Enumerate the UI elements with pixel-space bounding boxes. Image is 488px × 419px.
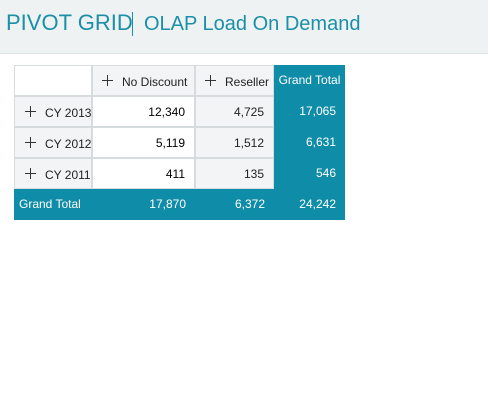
plus-icon[interactable]: [102, 75, 113, 87]
row-total-cell: 546: [274, 158, 345, 189]
column-header-reseller[interactable]: Reseller: [195, 65, 274, 96]
plus-icon[interactable]: [25, 137, 36, 149]
grand-total-cell: 24,242: [274, 189, 345, 220]
grand-total-cell: 17,870: [92, 189, 195, 220]
plus-icon[interactable]: [25, 168, 36, 180]
app-title: PIVOT GRID: [6, 10, 133, 35]
table-cell: 1,512: [195, 127, 274, 158]
title-separator: [132, 12, 133, 36]
grand-total-cell: 6,372: [195, 189, 274, 220]
row-header-label: CY 2011: [45, 167, 91, 182]
pivot-grid: No Discount Reseller Grand Total CY 2013…: [14, 65, 345, 221]
row-total-cell: 6,631: [274, 127, 345, 158]
plus-icon[interactable]: [205, 75, 216, 87]
row-header-label: CY 2012: [45, 136, 92, 151]
column-header-no-discount[interactable]: No Discount: [92, 65, 195, 96]
table-cell: 4,725: [195, 96, 274, 127]
row-header-cy-2013[interactable]: CY 2013: [14, 96, 92, 127]
row-header-cy-2012[interactable]: CY 2012: [14, 127, 92, 158]
plus-icon[interactable]: [25, 106, 36, 118]
column-header-label: Reseller: [225, 74, 270, 89]
table-cell: 5,119: [92, 127, 195, 158]
grand-total-row-header: Grand Total: [14, 189, 92, 220]
column-header-grand-total: Grand Total: [274, 65, 345, 96]
column-header-label: No Discount: [122, 74, 188, 89]
page-subtitle: OLAP Load On Demand: [144, 13, 361, 35]
row-total-cell: 17,065: [274, 96, 345, 127]
table-cell: 411: [92, 158, 195, 189]
page-header: PIVOT GRID OLAP Load On Demand: [0, 0, 488, 54]
table-cell: 12,340: [92, 96, 195, 127]
corner-cell: [14, 65, 92, 96]
row-header-cy-2011[interactable]: CY 2011: [14, 158, 92, 189]
row-header-label: CY 2013: [45, 105, 92, 120]
table-cell: 135: [195, 158, 274, 189]
